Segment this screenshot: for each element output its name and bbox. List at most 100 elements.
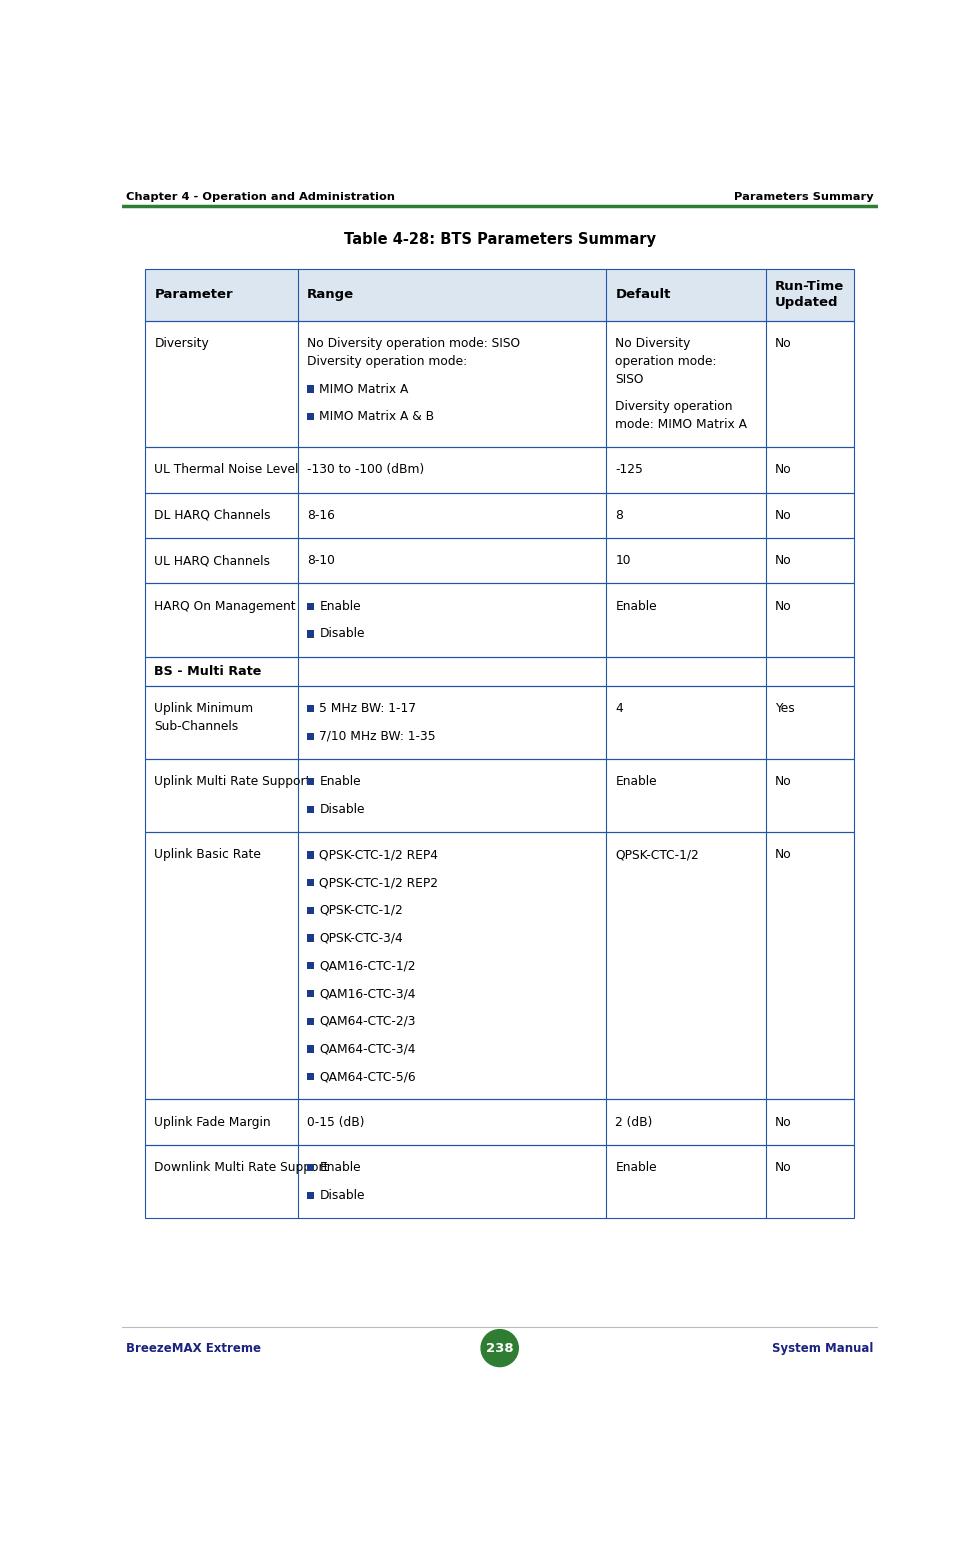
Text: 0-15 (dB): 0-15 (dB) [307, 1115, 365, 1128]
Text: Yes: Yes [775, 701, 795, 715]
Bar [145, 321, 854, 447]
Text: 5 MHz BW: 1-17: 5 MHz BW: 1-17 [319, 701, 416, 715]
Text: No: No [775, 599, 792, 613]
Bar [145, 447, 854, 493]
Text: No: No [775, 848, 792, 862]
Text: UL HARQ Channels: UL HARQ Channels [154, 555, 270, 567]
Text: QPSK-CTC-3/4: QPSK-CTC-3/4 [319, 932, 403, 944]
Bar [145, 833, 854, 1100]
Text: Run-Time
Updated: Run-Time Updated [775, 280, 844, 309]
Bar [145, 1100, 854, 1145]
Text: Parameters Summary: Parameters Summary [734, 192, 874, 201]
Text: Enable: Enable [319, 776, 361, 788]
Bar [145, 493, 854, 538]
Text: 8-16: 8-16 [307, 508, 334, 522]
Bar [145, 269, 854, 321]
Text: QPSK-CTC-1/2 REP2: QPSK-CTC-1/2 REP2 [319, 876, 439, 888]
Text: -125: -125 [615, 464, 644, 476]
Text: No: No [775, 464, 792, 476]
Text: Table 4-28: BTS Parameters Summary: Table 4-28: BTS Parameters Summary [343, 232, 655, 247]
Text: DL HARQ Channels: DL HARQ Channels [154, 508, 271, 522]
Text: Uplink Minimum: Uplink Minimum [154, 701, 254, 715]
Text: QPSK-CTC-1/2 REP4: QPSK-CTC-1/2 REP4 [319, 848, 439, 862]
Text: QAM16-CTC-1/2: QAM16-CTC-1/2 [319, 959, 415, 972]
Text: 8-10: 8-10 [307, 555, 334, 567]
Text: System Manual: System Manual [772, 1341, 874, 1355]
Bar [307, 1046, 314, 1052]
Bar [307, 705, 314, 712]
Text: 2 (dB): 2 (dB) [615, 1115, 652, 1128]
Text: QAM64-CTC-5/6: QAM64-CTC-5/6 [319, 1071, 416, 1083]
Text: Chapter 4 - Operation and Administration: Chapter 4 - Operation and Administration [126, 192, 395, 201]
Bar [145, 833, 854, 1100]
Text: MIMO Matrix A: MIMO Matrix A [319, 383, 409, 396]
Text: QPSK-CTC-1/2: QPSK-CTC-1/2 [615, 848, 699, 862]
Text: QAM64-CTC-3/4: QAM64-CTC-3/4 [319, 1043, 415, 1055]
Bar [307, 779, 314, 785]
Text: Enable: Enable [615, 776, 657, 788]
Text: Disable: Disable [319, 627, 365, 641]
Bar [145, 584, 854, 657]
Bar [145, 538, 854, 584]
Text: SISO: SISO [615, 372, 644, 386]
Text: No: No [775, 1115, 792, 1128]
Text: BreezeMAX Extreme: BreezeMAX Extreme [126, 1341, 260, 1355]
Text: No: No [775, 1160, 792, 1174]
Text: Diversity operation: Diversity operation [615, 400, 733, 413]
Text: Uplink Basic Rate: Uplink Basic Rate [154, 848, 261, 862]
Text: Uplink Multi Rate Support: Uplink Multi Rate Support [154, 776, 311, 788]
Bar [145, 1145, 854, 1217]
Text: No: No [775, 555, 792, 567]
Bar [307, 935, 314, 942]
Text: Enable: Enable [319, 1160, 361, 1174]
Text: Default: Default [615, 289, 671, 301]
Text: mode: MIMO Matrix A: mode: MIMO Matrix A [615, 419, 748, 431]
Bar [145, 657, 854, 686]
Bar [307, 1163, 314, 1171]
Text: Parameter: Parameter [154, 289, 233, 301]
Bar [145, 321, 854, 447]
Bar [145, 1100, 854, 1145]
Text: 10: 10 [615, 555, 631, 567]
Bar [307, 732, 314, 740]
Bar [307, 603, 314, 610]
Bar [307, 879, 314, 887]
Text: No: No [775, 508, 792, 522]
Text: Enable: Enable [319, 599, 361, 613]
Text: No Diversity: No Diversity [615, 337, 690, 351]
Bar [307, 1074, 314, 1080]
Text: HARQ On Management: HARQ On Management [154, 599, 296, 613]
Text: -130 to -100 (dBm): -130 to -100 (dBm) [307, 464, 424, 476]
Bar [145, 657, 854, 686]
Text: QPSK-CTC-1/2: QPSK-CTC-1/2 [319, 904, 403, 916]
Text: Diversity: Diversity [154, 337, 210, 351]
Bar [307, 963, 314, 969]
Bar [145, 686, 854, 759]
Text: BS - Multi Rate: BS - Multi Rate [154, 664, 262, 678]
Text: Sub-Channels: Sub-Channels [154, 720, 239, 732]
Text: No: No [775, 776, 792, 788]
Bar [145, 447, 854, 493]
Text: 238: 238 [486, 1341, 514, 1355]
Bar [307, 990, 314, 997]
Circle shape [481, 1330, 519, 1367]
Text: No: No [775, 337, 792, 351]
Text: Enable: Enable [615, 1160, 657, 1174]
Bar [145, 759, 854, 833]
Text: operation mode:: operation mode: [615, 355, 717, 368]
Text: 7/10 MHz BW: 1-35: 7/10 MHz BW: 1-35 [319, 729, 436, 743]
Text: Diversity operation mode:: Diversity operation mode: [307, 355, 467, 368]
Text: Disable: Disable [319, 803, 365, 816]
Bar [307, 907, 314, 915]
Text: QAM64-CTC-2/3: QAM64-CTC-2/3 [319, 1015, 415, 1027]
Text: Downlink Multi Rate Support: Downlink Multi Rate Support [154, 1160, 329, 1174]
Text: 4: 4 [615, 701, 623, 715]
Bar [145, 584, 854, 657]
Bar [145, 686, 854, 759]
Text: UL Thermal Noise Level: UL Thermal Noise Level [154, 464, 298, 476]
Bar [307, 413, 314, 420]
Text: Enable: Enable [615, 599, 657, 613]
Bar [307, 630, 314, 638]
Bar [145, 269, 854, 321]
Bar [145, 538, 854, 584]
